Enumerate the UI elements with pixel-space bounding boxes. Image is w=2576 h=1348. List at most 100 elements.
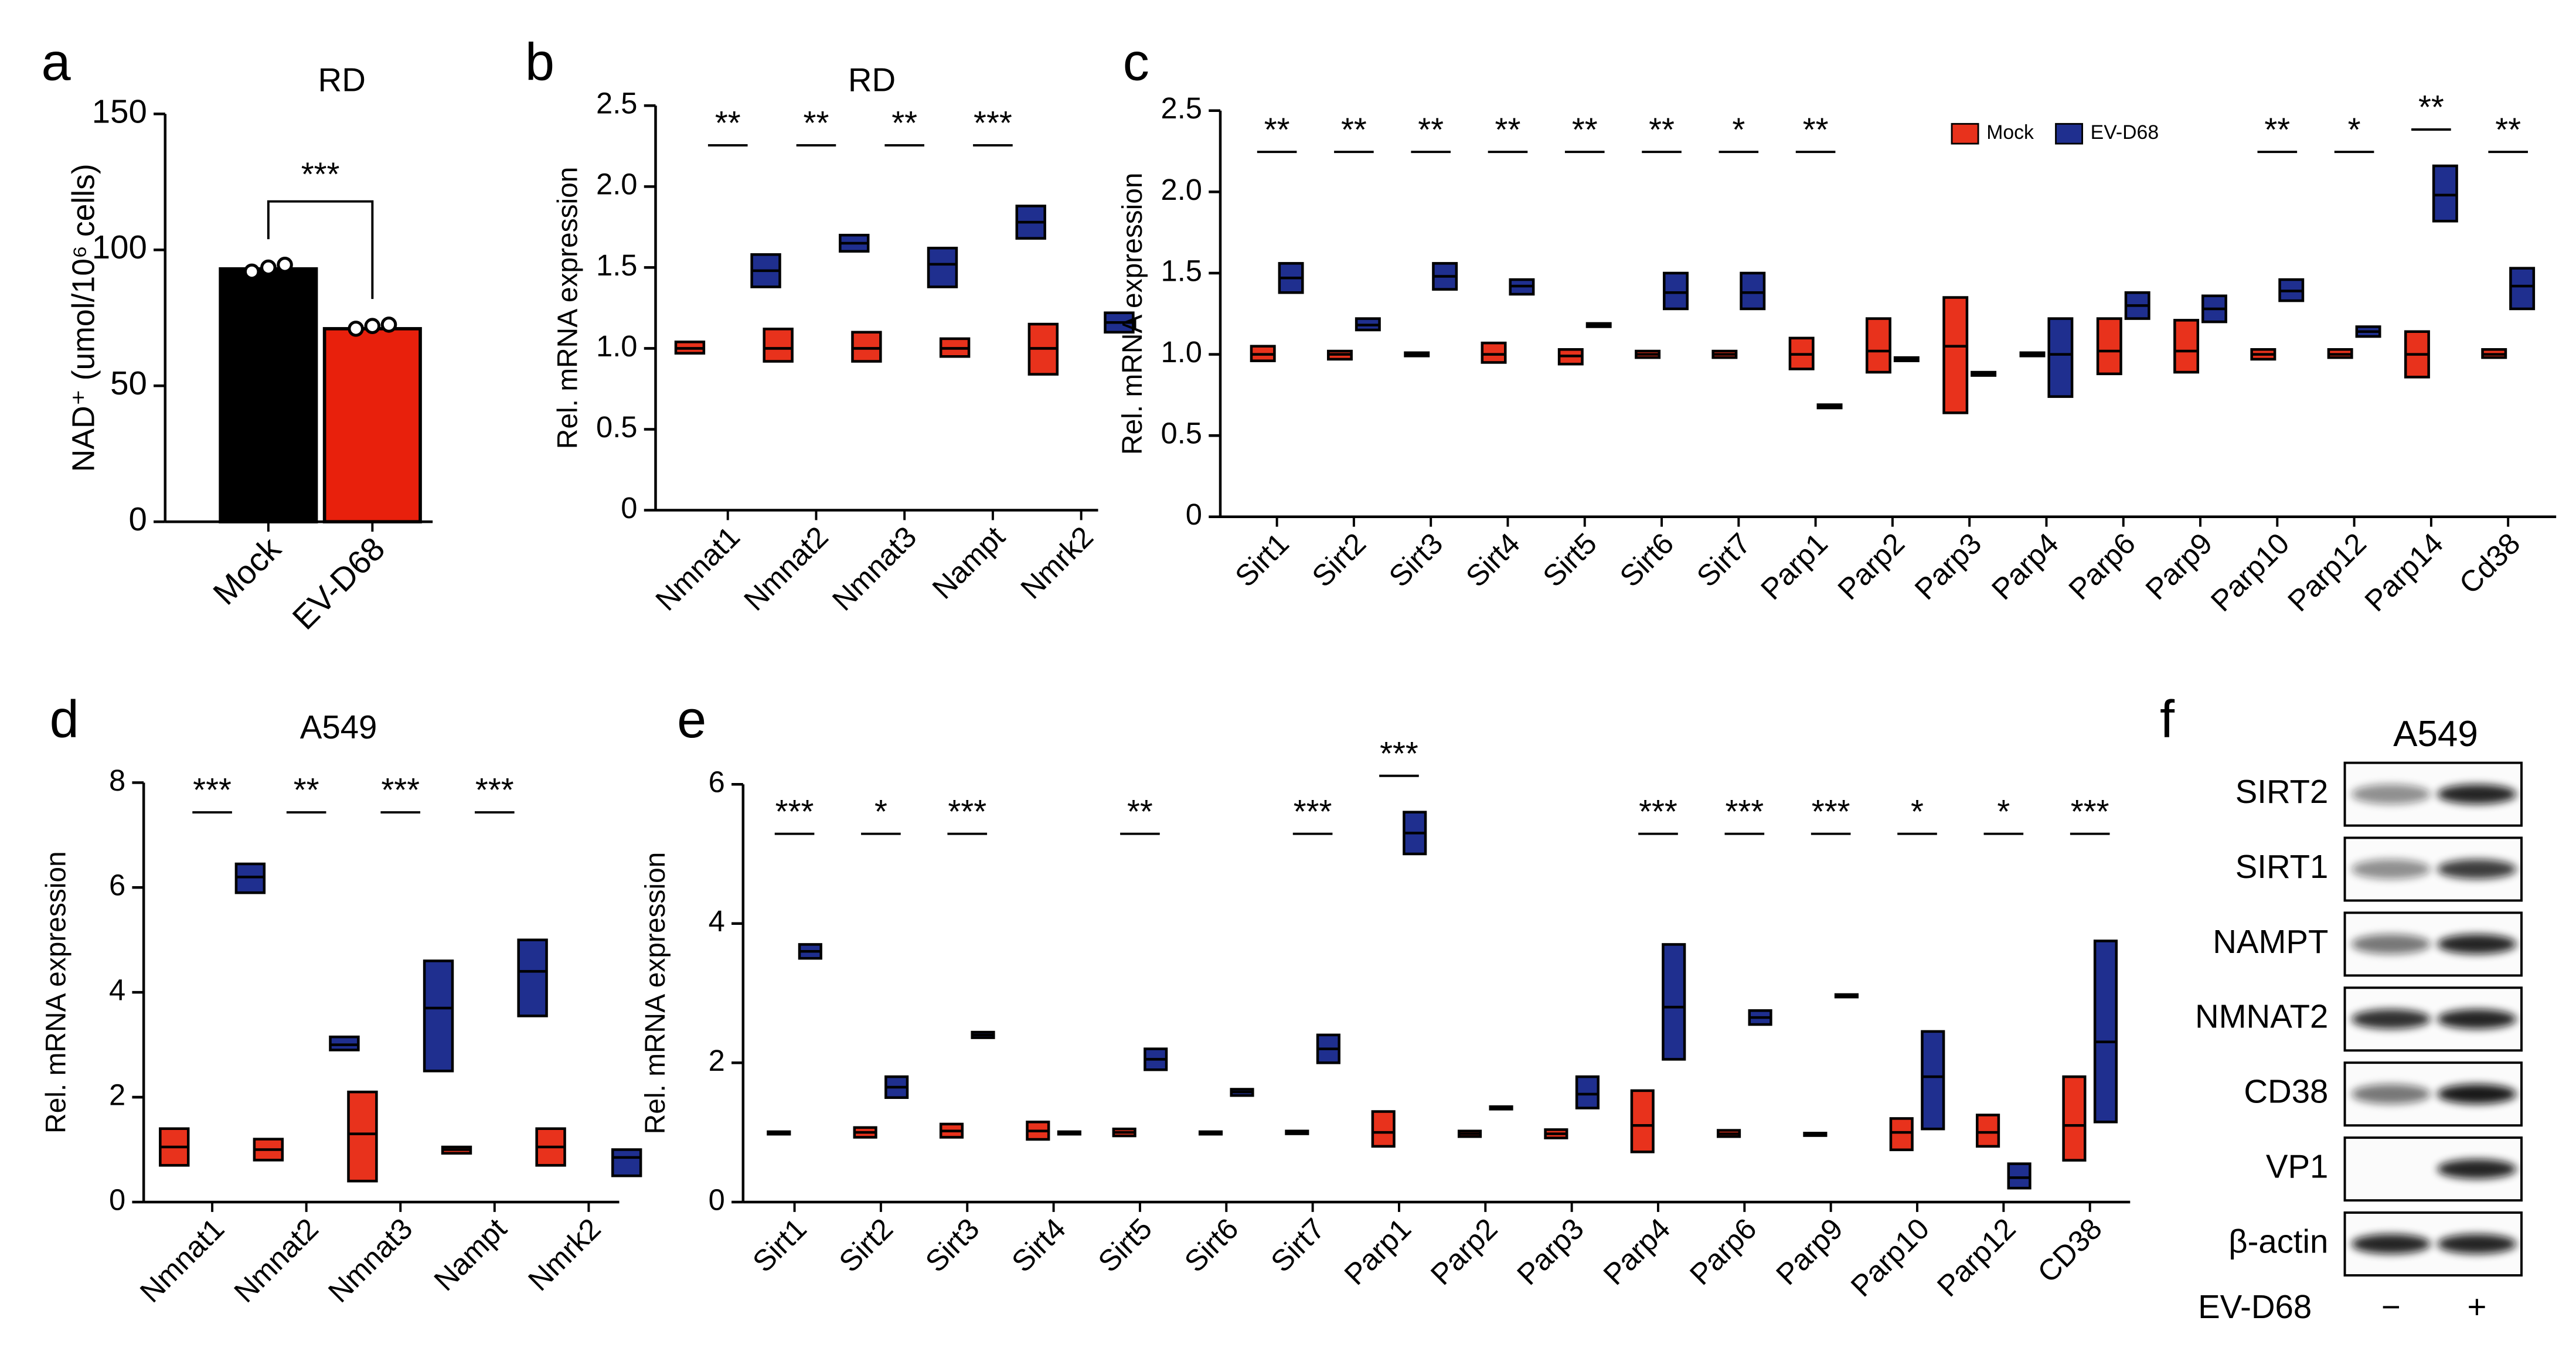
y-tick-label: 0.5: [1161, 417, 1202, 450]
significance-label: ***: [948, 793, 986, 830]
significance-label: ***: [193, 771, 232, 808]
x-tick-label: Parp10: [1844, 1211, 1935, 1303]
panel-letter: c: [1123, 33, 1149, 92]
range-box: [1865, 317, 1891, 374]
data-point: [348, 321, 364, 337]
blot-band: [2437, 1009, 2517, 1029]
x-tick-label: Parp6: [1683, 1211, 1763, 1291]
x-tick-label: Nmnat1: [649, 520, 746, 617]
x-tick-label: Parp12: [1931, 1211, 2022, 1303]
y-tick-label: 0: [1186, 498, 1202, 531]
significance-label: ***: [1725, 793, 1764, 830]
blot-band: [2437, 859, 2517, 879]
x-tick-label: Nmnat3: [322, 1211, 419, 1309]
range-box: [2093, 939, 2118, 1124]
blot-title: A549: [2393, 714, 2478, 754]
y-tick-label: 4: [109, 973, 125, 1007]
x-tick-label: Nmnat2: [737, 520, 835, 617]
x-tick-label: Sirt2: [1305, 526, 1372, 593]
y-tick-label: 2.0: [596, 168, 637, 201]
y-axis-label: Rel. mRNA expression: [1117, 172, 1148, 455]
y-axis-label: NAD⁺ (umol/10⁶ cells): [67, 164, 101, 472]
x-tick-label: Nampt: [427, 1211, 513, 1297]
x-tick-label: Sirt3: [1382, 526, 1449, 593]
x-tick-label: Parp9: [1769, 1211, 1849, 1291]
x-tick-label: Nampt: [925, 520, 1011, 605]
x-tick-label: Sirt7: [1264, 1211, 1331, 1278]
y-axis-label: Rel. mRNA expression: [40, 851, 72, 1133]
y-tick-label: 0: [621, 491, 637, 525]
y-tick-label: 0: [109, 1183, 125, 1216]
blot-row-label: NMNAT2: [2195, 998, 2328, 1035]
blot-band: [2351, 1234, 2431, 1254]
x-tick-label: Nmrk2: [1014, 520, 1100, 605]
significance-label: *: [874, 793, 887, 830]
blot-row-label: β-actin: [2228, 1223, 2328, 1260]
significance-label: **: [715, 104, 741, 141]
y-tick-label: 6: [709, 765, 725, 799]
chart-title: RD: [848, 62, 896, 98]
x-tick-label: Sirt3: [919, 1211, 986, 1278]
range-box: [2096, 317, 2122, 376]
y-tick-label: 0: [709, 1183, 725, 1216]
significance-label: **: [1418, 111, 1444, 148]
blot-band: [2437, 934, 2517, 954]
significance-label: **: [1264, 111, 1290, 148]
range-box: [2007, 1162, 2031, 1190]
lane-label: −: [2381, 1288, 2401, 1325]
legend-label: EV-D68: [2091, 121, 2159, 144]
range-box: [2062, 1075, 2087, 1162]
significance-label: ***: [2071, 793, 2109, 830]
x-tick-label: Parp1: [1754, 526, 1834, 606]
range-box: [347, 1090, 378, 1183]
range-box: [1663, 271, 1689, 311]
blot-band: [2437, 1234, 2517, 1254]
x-tick-label: Parp3: [1908, 526, 1988, 606]
y-tick-label: 2: [109, 1078, 125, 1111]
range-box: [763, 328, 794, 363]
significance-label: ***: [1812, 793, 1850, 830]
significance-label: **: [1572, 111, 1598, 148]
significance-label: ***: [381, 771, 420, 808]
x-tick-label: Sirt5: [1536, 526, 1603, 593]
data-point: [260, 259, 277, 276]
x-tick-label: Parp14: [2358, 526, 2449, 618]
chart-title: A549: [300, 709, 377, 746]
range-box: [2047, 317, 2074, 398]
x-tick-label: CD38: [2031, 1211, 2108, 1289]
x-tick-label: EV-D68: [285, 530, 392, 636]
range-box: [2509, 267, 2536, 311]
y-tick-label: 50: [110, 365, 147, 401]
blot-band: [2437, 784, 2517, 804]
data-point: [364, 318, 381, 335]
x-tick-label: Sirt6: [1178, 1211, 1245, 1278]
significance-label: **: [294, 771, 319, 808]
y-tick-label: 6: [109, 869, 125, 902]
y-tick-label: 1.0: [596, 329, 637, 363]
blot-row-label: VP1: [2266, 1148, 2328, 1184]
x-tick-label: Parp12: [2281, 526, 2373, 618]
y-tick-label: 150: [92, 93, 147, 130]
significance-label: **: [1649, 111, 1675, 148]
range-box: [2173, 319, 2200, 374]
blot-row-label: SIRT1: [2235, 848, 2329, 885]
blot-band: [2437, 1084, 2517, 1104]
significance-label: *: [2348, 111, 2361, 148]
range-box: [2432, 164, 2458, 223]
range-box: [1921, 1030, 1945, 1131]
x-tick-label: Sirt1: [746, 1211, 813, 1278]
significance-label: **: [1127, 793, 1153, 830]
x-tick-label: Parp1: [1338, 1211, 1417, 1291]
y-tick-label: 4: [709, 904, 725, 938]
significance-label: ***: [301, 155, 340, 192]
y-tick-label: 8: [109, 764, 125, 797]
bar: [219, 267, 318, 524]
y-axis-label: Rel. mRNA expression: [553, 167, 584, 450]
data-point: [380, 316, 397, 333]
legend-label: Mock: [1986, 121, 2034, 144]
x-tick-label: Sirt4: [1459, 526, 1526, 593]
blot-row-label: SIRT2: [2235, 773, 2329, 810]
panel-letter: a: [41, 33, 71, 92]
